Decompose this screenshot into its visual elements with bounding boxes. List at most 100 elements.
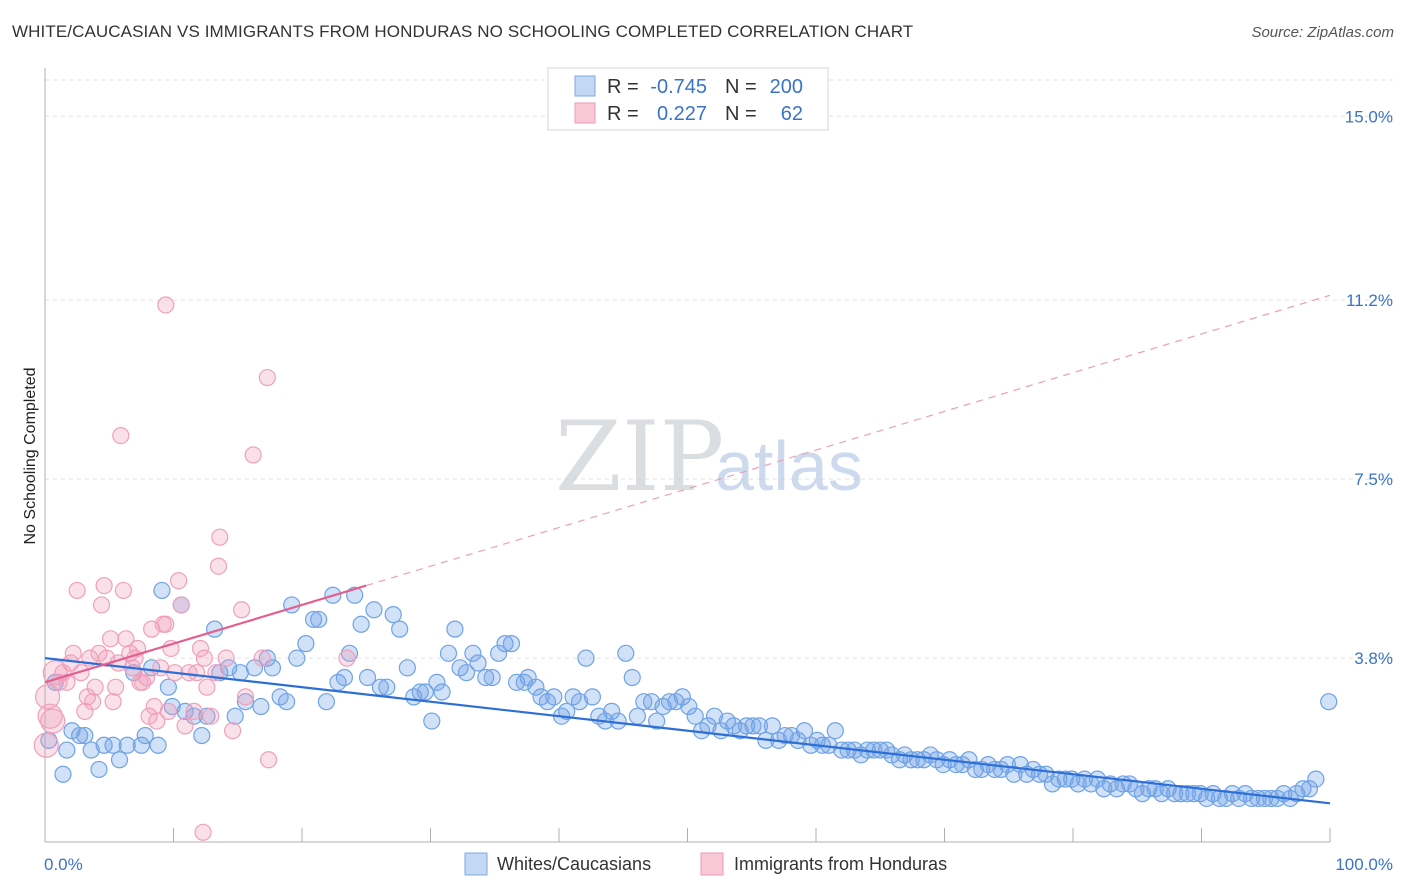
source-credit: Source: ZipAtlas.com	[1251, 24, 1394, 41]
point-honduras	[258, 368, 276, 387]
point-whites	[457, 664, 476, 682]
point-whites	[738, 717, 756, 735]
chart-title: WHITE/CAUCASIAN VS IMMIGRANTS FROM HONDU…	[12, 22, 914, 41]
legend-n-value-2: 62	[781, 103, 803, 125]
bottom-legend-swatch-blue	[464, 852, 488, 876]
point-whites	[628, 707, 646, 725]
point-whites	[609, 712, 627, 730]
point-honduras	[107, 678, 125, 696]
point-whites	[648, 712, 666, 730]
point-whites	[1005, 765, 1023, 783]
trendline-whites	[44, 657, 1331, 805]
point-whites	[176, 702, 194, 720]
point-honduras	[195, 649, 213, 667]
point-whites	[317, 693, 336, 711]
point-whites	[58, 741, 76, 759]
point-whites	[76, 726, 94, 745]
point-whites	[193, 726, 211, 745]
point-whites	[297, 635, 315, 653]
point-honduras	[92, 596, 111, 614]
point-whites	[744, 717, 762, 735]
point-whites	[352, 615, 370, 633]
point-whites	[558, 702, 576, 720]
point-whites	[583, 688, 602, 706]
point-honduras	[233, 601, 251, 619]
point-whites	[149, 736, 167, 754]
point-whites	[1185, 785, 1203, 803]
point-whites	[673, 688, 691, 706]
point-whites	[335, 668, 354, 687]
point-whites	[660, 693, 679, 711]
point-whites	[358, 668, 377, 687]
point-honduras	[159, 702, 177, 720]
correlation-legend: R = -0.745 N = 200 R = 0.227 N = 62	[547, 67, 829, 131]
legend-n-label-2: N =	[725, 103, 757, 125]
bottom-legend-whites: Whites/Caucasians	[497, 854, 651, 874]
point-whites	[1088, 770, 1107, 788]
point-whites	[143, 659, 161, 677]
axes	[44, 68, 1331, 843]
point-honduras	[137, 668, 156, 687]
point-whites	[1050, 770, 1068, 788]
point-honduras	[236, 688, 255, 706]
point-whites	[750, 717, 769, 735]
point-honduras	[338, 649, 356, 667]
point-honduras	[170, 572, 188, 590]
point-whites	[686, 707, 704, 725]
legend-n-label-1: N =	[725, 76, 757, 98]
y-tick-label: 7.5%	[1354, 470, 1393, 489]
trendline-honduras-extension	[366, 294, 1331, 587]
point-whites	[545, 688, 563, 706]
watermark-atlas: atlas	[715, 427, 863, 505]
point-whites	[477, 668, 495, 687]
point-whites	[153, 581, 171, 600]
point-whites	[277, 693, 296, 711]
point-whites	[252, 697, 270, 716]
point-honduras	[157, 615, 175, 633]
point-whites	[110, 751, 129, 769]
gridlines	[45, 79, 1395, 659]
point-honduras	[194, 823, 212, 841]
x-tick-label-max: 100.0%	[1335, 855, 1393, 874]
x-tick-label-min: 0.0%	[44, 855, 83, 874]
point-whites	[384, 606, 402, 624]
point-whites	[310, 610, 328, 629]
point-honduras	[172, 596, 190, 614]
point-whites	[496, 635, 514, 653]
point-honduras	[148, 712, 166, 730]
legend-swatch-pink	[574, 102, 596, 124]
series-honduras-points	[33, 296, 356, 841]
point-honduras	[217, 649, 235, 667]
y-tick-labels: 3.8% 7.5% 11.2% 15.0%	[1345, 107, 1393, 668]
point-honduras	[209, 557, 228, 575]
point-whites	[198, 707, 216, 725]
point-honduras	[95, 576, 113, 595]
point-whites	[1178, 785, 1196, 803]
legend-n-value-1: 200	[770, 76, 803, 98]
series-whites-points	[40, 581, 1338, 808]
point-honduras	[34, 684, 61, 710]
point-honduras	[86, 678, 104, 696]
point-whites	[1320, 693, 1338, 711]
point-whites	[795, 722, 814, 740]
point-honduras	[176, 717, 194, 735]
point-whites	[763, 717, 781, 735]
point-honduras	[83, 693, 102, 711]
point-honduras	[202, 707, 220, 725]
point-whites	[617, 644, 635, 662]
point-whites	[623, 668, 641, 687]
point-whites	[1300, 780, 1319, 798]
point-whites	[603, 702, 621, 720]
point-whites	[365, 601, 383, 619]
point-honduras	[112, 427, 130, 445]
point-honduras	[101, 630, 120, 648]
point-whites	[104, 736, 122, 754]
point-whites	[483, 668, 501, 687]
point-honduras	[198, 678, 216, 696]
point-whites	[398, 659, 416, 677]
point-whites	[966, 760, 984, 779]
point-whites	[439, 644, 458, 662]
legend-r-value-2: 0.227	[657, 103, 707, 125]
point-honduras	[64, 644, 82, 662]
